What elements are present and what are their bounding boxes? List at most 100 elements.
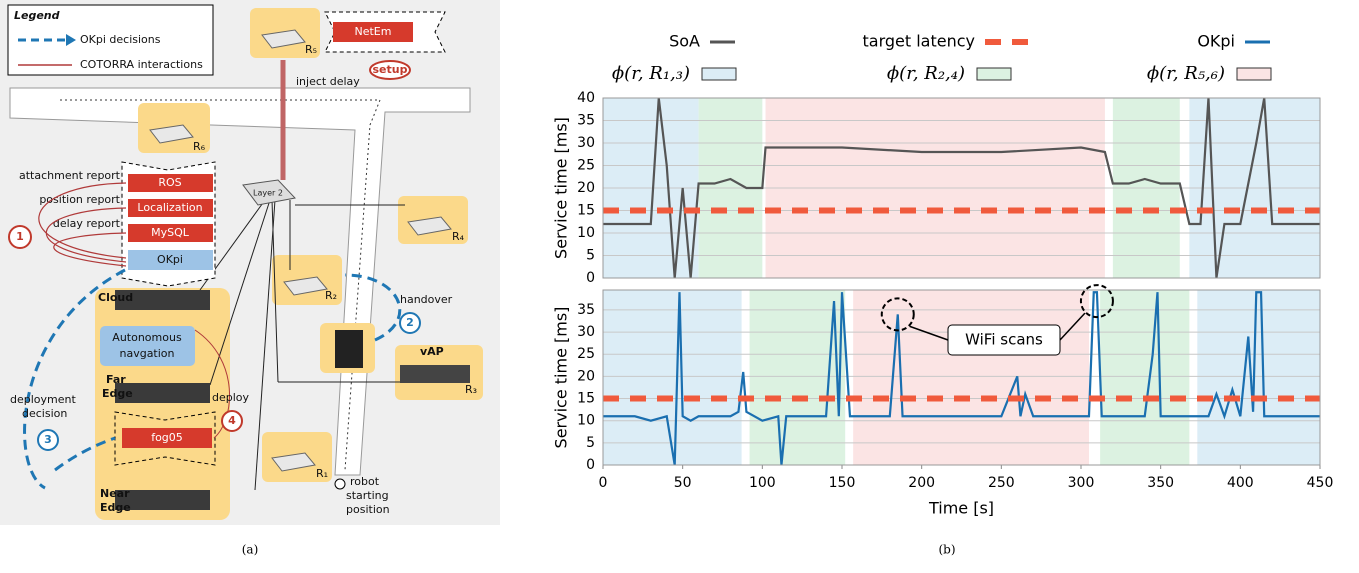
plot-border xyxy=(602,97,1321,279)
legend-box xyxy=(7,4,214,76)
decision-label: decision xyxy=(22,407,67,420)
stack-box xyxy=(128,174,213,192)
region xyxy=(1197,290,1320,465)
step-badge xyxy=(399,312,421,334)
step-label: 2 xyxy=(406,316,414,329)
floor-map xyxy=(9,87,471,476)
caption: (a) xyxy=(242,543,259,557)
decision-label: deployment xyxy=(10,393,76,406)
region xyxy=(853,290,1089,465)
robot-icon xyxy=(335,330,363,368)
legend-swatch xyxy=(1236,67,1272,81)
y-tick-label: 10 xyxy=(577,225,595,241)
netem-label: NetEm xyxy=(355,25,392,38)
server xyxy=(115,290,210,310)
deploy-label: deploy xyxy=(212,391,250,404)
series-line xyxy=(603,97,1320,279)
x-tick-label: 400 xyxy=(1227,475,1254,491)
y-tick-label: 5 xyxy=(586,435,595,451)
report-arrows xyxy=(38,182,127,267)
server xyxy=(115,383,210,403)
x-tick-label: 100 xyxy=(749,475,776,491)
legend-label: SoA xyxy=(669,32,700,51)
charts: 0 5 10 15 20 25 30 35 40 Service time [ms] 0 5 10 15 2… xyxy=(552,32,1334,518)
netem-box xyxy=(333,22,413,42)
step-label: 1 xyxy=(16,230,24,243)
region xyxy=(1100,290,1190,465)
robot-label: position xyxy=(346,503,390,516)
router-label: R₄ xyxy=(452,230,465,243)
node-label: Far xyxy=(106,373,126,386)
legend-title: Legend xyxy=(14,9,60,22)
fog-label: fog05 xyxy=(151,431,183,444)
legend-swatch xyxy=(976,67,1012,81)
handover-label: handover xyxy=(400,293,453,306)
legend-label: ϕ(r, R₅,₆) xyxy=(1147,63,1225,84)
robot-label: starting xyxy=(346,489,389,502)
arrowhead xyxy=(66,34,76,46)
vap-label: vAP xyxy=(420,345,444,358)
node-label: Cloud xyxy=(98,291,133,304)
app-label: Autonomous xyxy=(112,331,182,344)
y-axis-title: Service time [ms] xyxy=(552,307,571,449)
fog-box xyxy=(122,428,212,448)
y-tick-label: 35 xyxy=(577,302,595,318)
y-tick-label: 5 xyxy=(586,248,595,264)
y-tick-label: 30 xyxy=(577,135,595,151)
node-label: Edge xyxy=(102,387,133,400)
x-axis-title: Time [s] xyxy=(928,499,994,518)
annotation-circle xyxy=(1079,284,1114,319)
y-tick-label: 20 xyxy=(577,180,595,196)
step-label: 4 xyxy=(228,414,236,427)
stack-box xyxy=(128,250,213,270)
y-tick-label: 0 xyxy=(586,457,595,473)
stack-label: MySQL xyxy=(151,226,190,239)
report-label: delay report xyxy=(53,217,121,230)
y-tick-label: 20 xyxy=(577,368,595,384)
x-tick-label: 50 xyxy=(674,475,692,491)
plot-border xyxy=(602,289,1321,466)
legend-label: ϕ(r, R₂,₄) xyxy=(887,63,965,84)
annotation-arrow xyxy=(909,325,949,341)
step-label: 3 xyxy=(44,433,52,446)
x-tick-label: 450 xyxy=(1307,475,1334,491)
x-tick-label: 200 xyxy=(908,475,935,491)
diagram: Legend OKpi decisions COTORRA interactio… xyxy=(0,0,500,525)
stack-box xyxy=(128,224,213,242)
stack-label: Localization xyxy=(137,201,202,214)
robot-label: robot xyxy=(350,475,380,488)
legend-item: OKpi decisions xyxy=(80,33,161,46)
server xyxy=(115,490,210,510)
stack-label: OKpi xyxy=(157,253,183,266)
server xyxy=(400,365,470,383)
legend-label: target latency xyxy=(862,32,975,51)
setup-ellipse xyxy=(369,60,411,80)
start-marker xyxy=(334,478,346,490)
y-tick-label: 40 xyxy=(577,90,595,106)
y-tick-label: 30 xyxy=(577,324,595,340)
stack-label: ROS xyxy=(158,176,181,189)
legend-label: ϕ(r, R₁,₃) xyxy=(612,63,690,84)
app-label: navgation xyxy=(119,347,174,360)
annotation-box xyxy=(947,324,1061,356)
app-box xyxy=(100,326,195,366)
y-tick-label: 10 xyxy=(577,413,595,429)
y-tick-label: 15 xyxy=(577,203,595,219)
x-tick-label: 300 xyxy=(1068,475,1095,491)
step-badge xyxy=(8,225,32,249)
inject-delay-label: inject delay xyxy=(296,75,360,88)
setup-label: setup xyxy=(373,63,408,76)
node-label: Edge xyxy=(100,501,131,514)
region xyxy=(749,290,846,465)
deploy-arrow xyxy=(194,329,230,439)
annotation-arrow xyxy=(1059,312,1086,341)
y-tick-label: 25 xyxy=(577,158,595,174)
y-tick-label: 35 xyxy=(577,113,595,129)
step-badge xyxy=(221,410,243,432)
x-tick-label: 350 xyxy=(1147,475,1174,491)
region xyxy=(603,290,742,465)
layer2-label: Layer 2 xyxy=(253,189,283,198)
stack-box xyxy=(128,199,213,217)
annotation-circle xyxy=(880,297,915,332)
